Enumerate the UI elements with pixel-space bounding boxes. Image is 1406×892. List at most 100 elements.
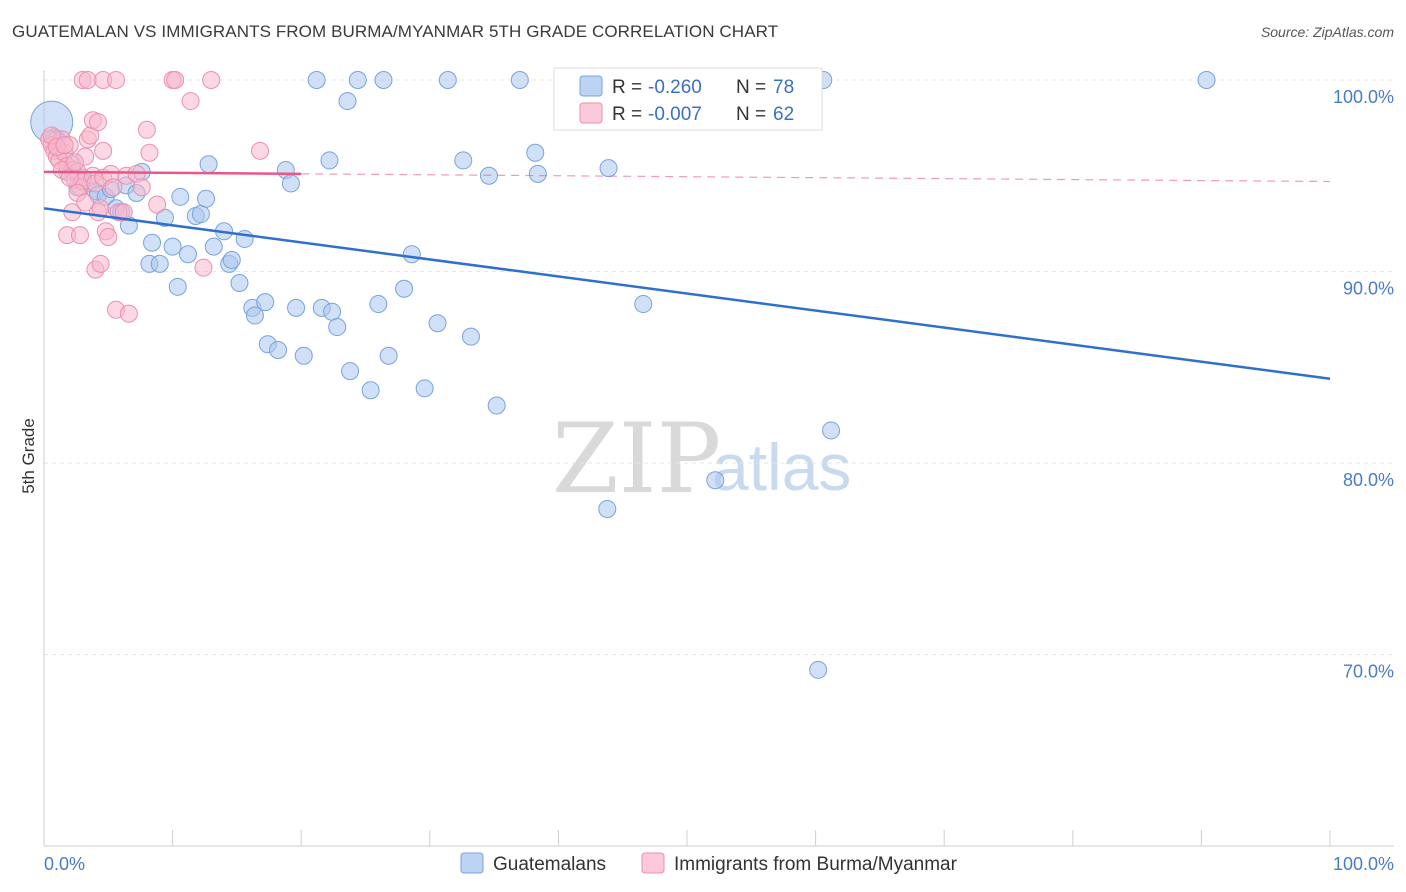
guatemalan-point xyxy=(281,174,300,193)
burma-point xyxy=(76,193,95,212)
bottom-legend-swatch-pink xyxy=(641,852,665,874)
burma-point xyxy=(202,71,221,89)
y-tick-label: 80.0% xyxy=(1343,470,1394,490)
guatemalan-point xyxy=(395,279,414,298)
guatemalan-point xyxy=(323,302,342,321)
axes xyxy=(43,70,1394,847)
legend-r-value-2: -0.007 xyxy=(648,104,702,125)
burma-point xyxy=(55,136,74,155)
burma-point xyxy=(94,141,113,160)
x-tick-label-min: 0.0% xyxy=(44,854,85,874)
burma-point xyxy=(148,195,167,214)
guatemalan-point xyxy=(163,237,182,256)
y-axis-title: 5th Grade xyxy=(19,418,38,494)
guatemalan-point xyxy=(269,341,288,360)
guatemalan-point xyxy=(155,208,174,227)
guatemalan-point xyxy=(526,143,545,162)
guatemalan-point xyxy=(598,499,617,518)
guatemalan-point xyxy=(197,189,216,208)
burma-point xyxy=(89,113,108,132)
guatemalan-point xyxy=(822,421,841,440)
guatemalans-points xyxy=(30,71,1216,679)
legend-swatch-pink xyxy=(579,102,603,124)
guatemalan-point xyxy=(379,346,398,365)
guatemalan-point xyxy=(510,71,529,89)
guatemalan-point xyxy=(415,379,434,398)
guatemalan-point xyxy=(634,295,653,314)
y-tick-label: 100.0% xyxy=(1333,87,1394,107)
guatemalan-point xyxy=(222,251,241,270)
burma-point xyxy=(194,258,213,277)
watermark-atlas: atlas xyxy=(712,430,851,504)
guatemalan-point xyxy=(454,151,473,170)
burma-trend-line-dashed xyxy=(301,173,1331,183)
burma-trend-line-solid xyxy=(43,170,302,176)
guatemalan-point xyxy=(199,155,218,174)
guatemalan-point xyxy=(1197,71,1216,89)
guatemalan-point xyxy=(191,205,210,224)
burma-point xyxy=(119,304,138,323)
guatemalan-point xyxy=(230,273,249,292)
burma-point xyxy=(137,120,156,139)
guatemalan-point xyxy=(461,327,480,346)
burma-point xyxy=(114,203,133,222)
burma-point xyxy=(99,228,118,247)
guatemalan-point xyxy=(150,254,169,273)
burma-point xyxy=(140,143,159,162)
legend-n-value-2: 62 xyxy=(773,104,794,125)
guatemalan-point xyxy=(245,306,264,325)
guatemalan-point xyxy=(143,233,162,252)
trend-lines xyxy=(43,170,1331,380)
guatemalan-point xyxy=(374,71,393,89)
guatemalan-point xyxy=(328,318,347,337)
burma-point xyxy=(251,141,270,160)
guatemalan-point xyxy=(294,346,313,365)
burma-point xyxy=(65,153,84,172)
guatemalan-point xyxy=(402,245,421,264)
burma-point xyxy=(91,254,110,273)
burma-point xyxy=(71,226,90,245)
guatemalan-point xyxy=(287,298,306,317)
y-tick-label: 70.0% xyxy=(1343,662,1394,682)
chart-title: GUATEMALAN VS IMMIGRANTS FROM BURMA/MYAN… xyxy=(12,22,779,41)
legend-n-label-1: N = xyxy=(736,77,766,98)
legend-r-label-2: R = xyxy=(612,104,642,125)
legend-n-label-2: N = xyxy=(736,104,766,125)
series-legend: Guatemalans Immigrants from Burma/Myanma… xyxy=(460,852,958,875)
burma-point xyxy=(132,178,151,197)
guatemalan-point xyxy=(179,245,198,264)
guatemalan-point xyxy=(706,471,725,490)
legend-n-value-1: 78 xyxy=(773,77,794,98)
guatemalan-point xyxy=(361,381,380,400)
guatemalan-point xyxy=(204,237,223,256)
bottom-legend-swatch-blue xyxy=(460,852,484,874)
burma-point xyxy=(166,71,185,89)
legend-r-value-1: -0.260 xyxy=(648,77,702,98)
watermark-zip: ZIP xyxy=(552,403,721,515)
guatemalan-point xyxy=(428,314,447,333)
y-tick-label: 90.0% xyxy=(1343,279,1394,299)
guatemalan-point xyxy=(320,151,339,170)
x-tick-label-max: 100.0% xyxy=(1333,854,1394,874)
burma-point xyxy=(78,71,97,89)
guatemalan-point xyxy=(307,71,326,89)
x-axis-ticks xyxy=(43,830,1331,846)
bottom-legend-burma: Immigrants from Burma/Myanmar xyxy=(674,854,958,875)
burma-point xyxy=(181,92,200,111)
guatemalan-point xyxy=(348,71,367,89)
guatemalan-point xyxy=(168,277,187,296)
guatemalans-trend-line xyxy=(43,207,1331,380)
bottom-legend-guatemalans: Guatemalans xyxy=(493,854,606,875)
guatemalan-point xyxy=(599,159,618,178)
burma-point xyxy=(104,178,123,197)
guatemalan-point xyxy=(369,295,388,314)
guatemalan-point xyxy=(256,293,275,312)
guatemalan-point xyxy=(487,396,506,415)
guatemalan-point xyxy=(438,71,457,89)
guatemalan-point xyxy=(341,362,360,381)
burma-point xyxy=(107,71,126,89)
legend-r-label-1: R = xyxy=(612,77,642,98)
guatemalan-point xyxy=(171,187,190,206)
legend-swatch-blue xyxy=(579,75,603,97)
